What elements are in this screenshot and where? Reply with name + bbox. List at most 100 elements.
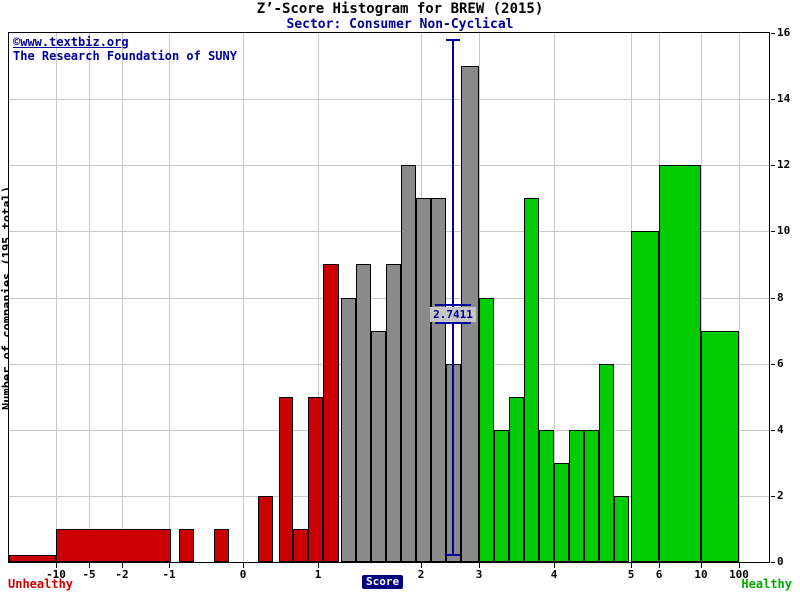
histogram-bar: [56, 528, 171, 562]
suny-foundation-text: The Research Foundation of SUNY: [13, 49, 237, 63]
healthy-caption: Healthy: [741, 577, 792, 591]
histogram-bar: [524, 198, 539, 562]
marker-bottom-cap: [446, 554, 460, 556]
y-tick-mark: [771, 231, 775, 233]
marker-label: 2.7411: [430, 307, 476, 322]
y-tick-label: 16: [777, 26, 791, 39]
y-tick-mark: [771, 495, 775, 497]
marker-upper-crossbar: [435, 304, 471, 306]
y-tick-mark: [771, 165, 775, 167]
chart-title: Z’-Score Histogram for BREW (2015): [256, 1, 544, 17]
histogram-bar: [214, 528, 229, 562]
x-tick-mark: [318, 563, 319, 568]
x-axis-label: Score: [362, 575, 404, 589]
v-gridline: [318, 33, 319, 562]
histogram-bar: [539, 429, 554, 562]
histogram-bar: [599, 363, 614, 562]
x-tick-label: 4: [550, 568, 558, 581]
x-tick-label: 1: [314, 568, 322, 581]
histogram-bar: [356, 264, 371, 562]
x-tick-mark: [739, 563, 740, 568]
x-tick-mark: [631, 563, 632, 568]
x-tick-label: -2: [115, 568, 129, 581]
histogram-bar: [341, 297, 356, 562]
x-tick-mark: [701, 563, 702, 568]
x-tick-label: 3: [475, 568, 483, 581]
histogram-bar: [554, 462, 569, 562]
x-tick-label: 2: [417, 568, 425, 581]
x-tick-label: -1: [162, 568, 176, 581]
watermark: ©www.textbiz.org The Research Foundation…: [13, 35, 237, 63]
y-tick-mark: [771, 99, 775, 101]
marker-top-cap: [446, 39, 460, 41]
x-tick-mark: [169, 563, 170, 568]
histogram-bar: [431, 198, 446, 562]
y-tick-label: 2: [777, 488, 784, 502]
v-gridline: [739, 33, 740, 562]
plot-area: ©www.textbiz.org The Research Foundation…: [8, 32, 770, 563]
histogram-bar: [323, 264, 339, 562]
marker-line: [452, 39, 454, 556]
y-tick-label: 8: [777, 290, 784, 304]
y-tick-mark: [771, 297, 775, 299]
x-tick-label: -5: [82, 568, 96, 581]
v-gridline: [701, 33, 702, 562]
y-tick-label: 10: [777, 224, 791, 238]
y-tick-mark: [771, 363, 775, 365]
h-gridline: [9, 99, 769, 101]
histogram-bar: [293, 528, 308, 562]
histogram-bar: [9, 555, 56, 562]
x-tick-label: 100: [729, 568, 749, 581]
textbiz-copyright-link[interactable]: ©www.textbiz.org: [13, 35, 129, 49]
histogram-bar: [631, 231, 659, 562]
x-tick-mark: [56, 563, 57, 568]
v-gridline: [169, 33, 170, 562]
y-tick-label: 0: [777, 555, 784, 568]
v-gridline: [56, 33, 57, 562]
histogram-bar: [416, 198, 431, 562]
x-tick-mark: [421, 563, 422, 568]
y-tick-label: 4: [777, 422, 784, 436]
histogram-bar: [509, 396, 524, 562]
x-tick-label: -10: [46, 568, 66, 581]
v-gridline: [89, 33, 90, 562]
y-tick-mark: [771, 562, 775, 563]
h-gridline: [9, 231, 769, 233]
x-tick-mark: [122, 563, 123, 568]
y-tick-label: 14: [777, 92, 791, 106]
unhealthy-caption: Unhealthy: [8, 577, 74, 591]
y-tick-mark: [771, 429, 775, 431]
x-tick-label: 5: [627, 568, 635, 581]
histogram-bar: [479, 297, 494, 562]
histogram-bar: [401, 165, 416, 562]
marker-lower-crossbar: [435, 322, 471, 324]
v-gridline: [243, 33, 244, 562]
histogram-bar: [614, 495, 629, 562]
x-tick-label: 6: [655, 568, 663, 581]
histogram-bar: [258, 495, 273, 562]
histogram-bar: [701, 330, 739, 562]
x-tick-mark: [554, 563, 555, 568]
histogram-bar: [494, 429, 509, 562]
y-tick-label: 6: [777, 356, 784, 370]
y-tick-mark: [771, 33, 775, 34]
histogram-bar: [386, 264, 401, 562]
histogram-bar: [371, 330, 386, 562]
x-tick-label: 0: [239, 568, 247, 581]
histogram-bar: [179, 528, 194, 562]
histogram-bar: [569, 429, 584, 562]
x-tick-mark: [479, 563, 480, 568]
y-tick-label: 12: [777, 158, 791, 172]
histogram-bar: [308, 396, 323, 562]
histogram-bar: [279, 396, 293, 562]
chart-subtitle: Sector: Consumer Non-Cyclical: [286, 17, 514, 32]
x-tick-mark: [89, 563, 90, 568]
histogram-bar: [659, 165, 701, 562]
v-gridline: [554, 33, 555, 562]
h-gridline: [9, 165, 769, 167]
v-gridline: [122, 33, 123, 562]
x-tick-mark: [659, 563, 660, 568]
histogram-bar: [584, 429, 599, 562]
x-tick-mark: [243, 563, 244, 568]
